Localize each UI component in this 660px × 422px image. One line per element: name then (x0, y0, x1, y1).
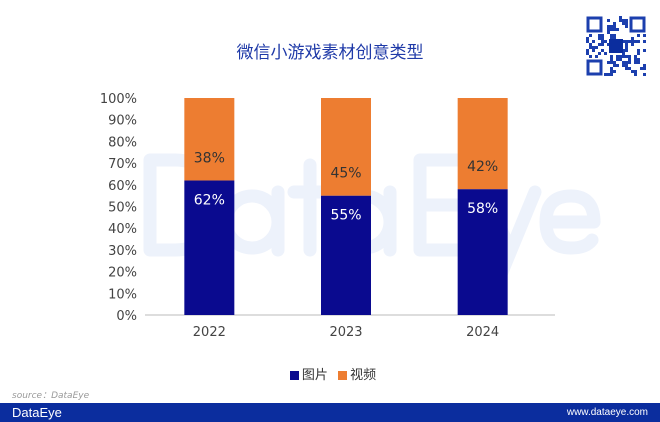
bar-image-2023 (321, 195, 371, 315)
footer-brand: DataEye (12, 405, 62, 420)
legend-swatch-video (338, 371, 348, 380)
legend-label-video: 视频 (350, 368, 377, 383)
bar-video-2024 (457, 98, 508, 190)
bar-video-2022 (184, 98, 235, 181)
qr-code (586, 16, 646, 76)
legend-label-image: 图片 (301, 368, 328, 383)
data-label: 42% (467, 159, 498, 175)
footer-url[interactable]: www.dataeye.com (566, 407, 648, 418)
chart-area: 0% 10% 20% 30% 40% 50% 60% 70% 80% 90% 100% 62% 38% 2… (100, 92, 601, 340)
chart-title: 微信小游戏素材创意类型 (236, 43, 424, 63)
y-tick-label: 90% (108, 114, 137, 129)
y-tick-label: 40% (108, 222, 137, 237)
bar-image-2022 (184, 180, 235, 315)
y-tick-label: 30% (108, 244, 137, 259)
data-label: 55% (330, 208, 361, 224)
y-tick-label: 80% (108, 135, 137, 150)
y-tick-label: 60% (108, 179, 137, 194)
source-note: source：DataEye (12, 391, 90, 401)
y-tick-label: 10% (108, 287, 137, 302)
x-tick-label: 2023 (329, 325, 362, 340)
data-label: 58% (467, 201, 498, 217)
x-tick-label: 2022 (193, 325, 226, 340)
legend: 图片 视频 (0, 364, 660, 383)
data-label: 45% (330, 166, 361, 182)
data-label: 38% (194, 150, 225, 166)
y-tick-label: 50% (108, 201, 137, 216)
bar-image-2024 (457, 189, 508, 315)
y-tick-label: 0% (116, 309, 137, 324)
y-tick-label: 20% (108, 266, 137, 281)
footer-bar: DataEye www.dataeye.com (0, 403, 660, 422)
bar-video-2023 (321, 98, 371, 196)
legend-swatch-image (289, 371, 299, 380)
data-label: 62% (194, 192, 225, 208)
y-tick-label: 70% (108, 157, 137, 172)
x-tick-label: 2024 (466, 325, 499, 340)
y-tick-label: 100% (100, 92, 137, 107)
